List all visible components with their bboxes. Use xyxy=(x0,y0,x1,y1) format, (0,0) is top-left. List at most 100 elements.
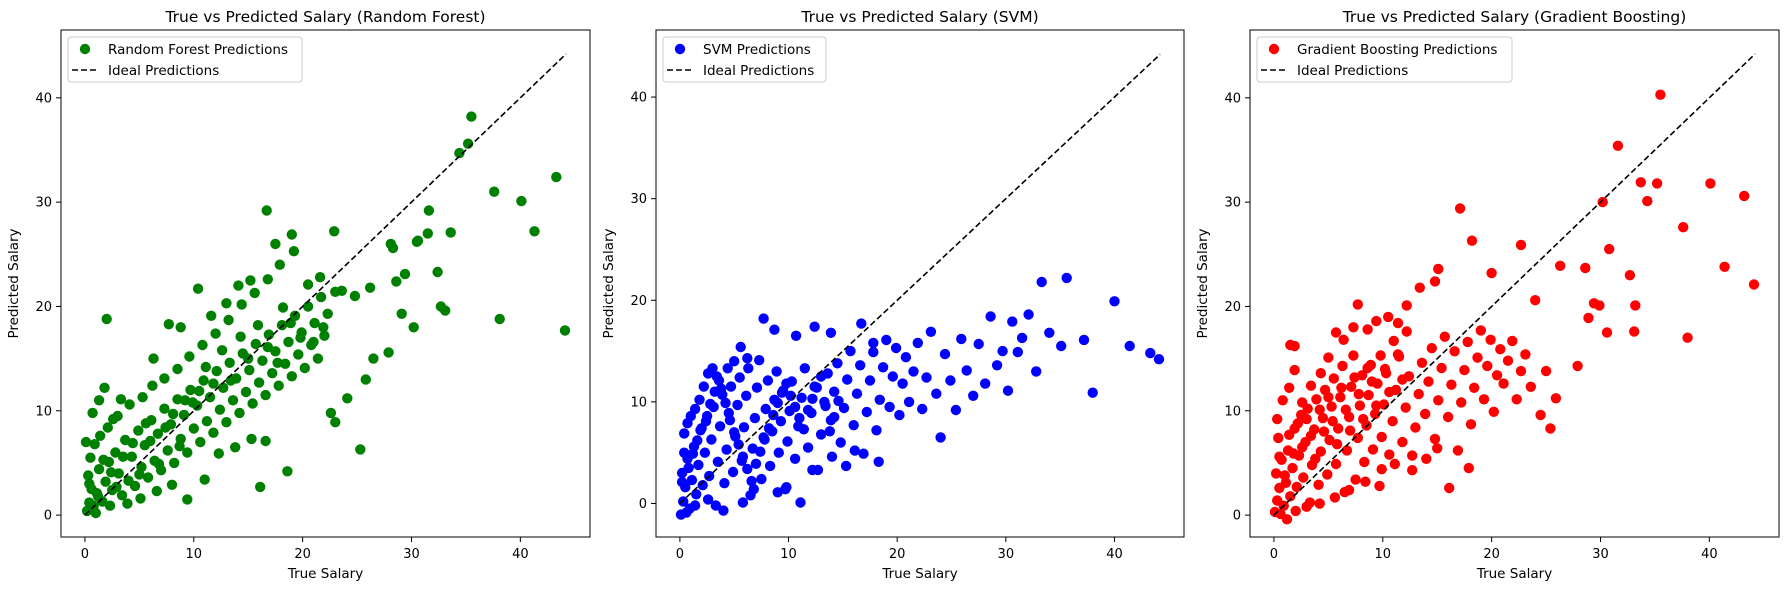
data-point xyxy=(798,424,809,435)
data-point xyxy=(1498,378,1509,389)
data-point xyxy=(1630,300,1641,311)
data-point xyxy=(172,363,183,375)
data-point xyxy=(1384,449,1395,460)
data-point xyxy=(1352,299,1364,310)
data-point xyxy=(750,458,762,469)
data-point xyxy=(142,472,154,483)
data-point xyxy=(126,451,137,462)
data-point xyxy=(1379,363,1391,375)
y-tick-label: 40 xyxy=(1224,91,1241,106)
data-point xyxy=(494,313,505,325)
data-point xyxy=(691,489,702,500)
data-point xyxy=(283,336,294,348)
data-point xyxy=(1370,408,1381,420)
data-point xyxy=(840,460,852,472)
data-point xyxy=(795,497,806,508)
data-point xyxy=(1495,344,1506,355)
data-point xyxy=(871,425,882,436)
data-point xyxy=(861,406,872,418)
chart-panel-random-forest: 0 10 20 30 40 0 10 20 30 40 True vs Predicted Sal… xyxy=(6,8,591,582)
data-point xyxy=(925,326,937,337)
data-point xyxy=(782,436,793,447)
data-point xyxy=(245,275,256,286)
data-point xyxy=(1363,389,1374,401)
data-point xyxy=(1284,382,1295,393)
data-point xyxy=(705,398,716,410)
x-tick-label: 30 xyxy=(1592,547,1609,562)
data-point xyxy=(849,445,860,456)
data-point xyxy=(1456,397,1467,408)
data-point xyxy=(137,392,148,403)
data-point xyxy=(1337,360,1348,372)
data-point xyxy=(224,357,235,368)
data-point xyxy=(234,407,245,419)
data-point xyxy=(240,386,252,398)
data-point xyxy=(721,444,732,455)
data-point xyxy=(1314,404,1325,415)
data-point xyxy=(718,505,729,516)
data-point xyxy=(835,437,846,448)
data-point xyxy=(1389,458,1401,470)
data-point xyxy=(1452,445,1464,456)
data-point xyxy=(693,459,704,471)
data-point xyxy=(391,276,402,287)
data-point xyxy=(1326,401,1337,412)
data-point xyxy=(727,466,739,478)
data-point xyxy=(1502,355,1514,366)
x-axis-label: True Salary xyxy=(1476,566,1552,582)
data-point xyxy=(1375,350,1386,361)
data-point xyxy=(1145,347,1156,359)
data-point xyxy=(751,382,763,393)
data-point xyxy=(89,439,100,450)
data-point xyxy=(1635,177,1647,188)
data-point xyxy=(722,363,733,374)
data-point xyxy=(697,480,708,491)
data-point xyxy=(336,285,347,296)
data-point xyxy=(1007,316,1018,327)
data-point xyxy=(206,310,217,321)
data-point xyxy=(763,423,775,434)
data-point xyxy=(1323,392,1334,403)
data-point xyxy=(80,436,92,448)
data-point xyxy=(1272,413,1283,425)
data-point xyxy=(408,322,419,333)
data-point xyxy=(1466,235,1478,246)
data-point xyxy=(1429,276,1441,287)
data-point xyxy=(84,478,95,489)
data-point xyxy=(1410,422,1421,433)
data-point xyxy=(218,382,229,393)
data-point xyxy=(204,392,216,403)
data-point xyxy=(1317,412,1329,424)
data-point xyxy=(1344,425,1356,436)
data-point xyxy=(776,387,788,398)
data-point xyxy=(166,479,178,490)
data-point xyxy=(1429,433,1441,445)
data-point xyxy=(260,389,271,401)
data-point xyxy=(1360,476,1371,487)
data-point xyxy=(213,448,224,459)
data-point xyxy=(445,227,456,238)
data-point xyxy=(1348,322,1359,333)
y-tick-label: 0 xyxy=(1233,509,1241,524)
data-point xyxy=(1446,379,1457,390)
data-point xyxy=(759,434,770,445)
data-point xyxy=(208,427,219,438)
data-point xyxy=(851,388,863,399)
data-point xyxy=(309,317,320,329)
data-point xyxy=(1459,364,1470,376)
data-point xyxy=(221,298,232,309)
data-point xyxy=(796,392,807,403)
data-point xyxy=(249,287,260,299)
data-point xyxy=(842,374,853,385)
data-point xyxy=(211,365,222,377)
data-point xyxy=(1407,465,1418,476)
data-point xyxy=(529,226,540,237)
data-point xyxy=(99,382,110,393)
data-point xyxy=(95,430,106,441)
data-point xyxy=(257,355,268,366)
data-point xyxy=(286,229,297,240)
data-point xyxy=(1311,394,1322,405)
data-point xyxy=(1583,312,1594,324)
data-point xyxy=(1362,324,1373,335)
data-point xyxy=(931,388,942,399)
